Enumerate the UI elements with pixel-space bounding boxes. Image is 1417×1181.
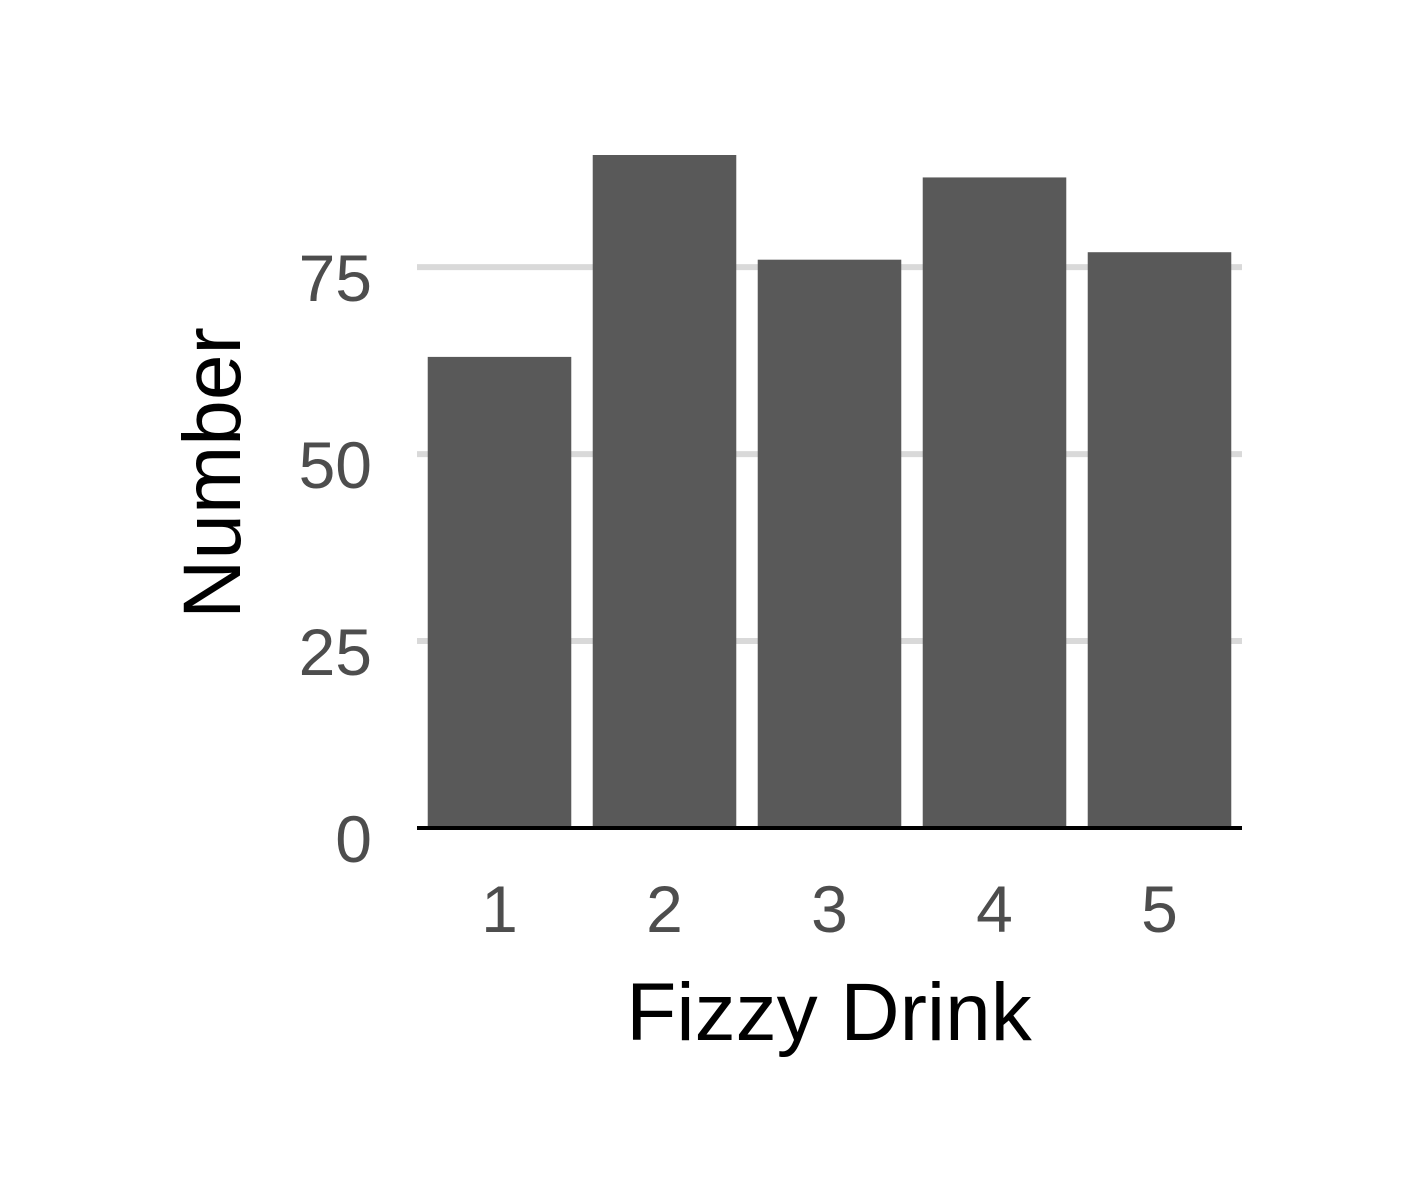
bar-5 bbox=[1087, 252, 1232, 828]
bar-2 bbox=[592, 155, 737, 828]
bar-3 bbox=[757, 259, 902, 828]
x-tick-labels: 1 2 3 4 5 bbox=[481, 872, 1178, 946]
x-tick-label-5: 5 bbox=[1141, 872, 1178, 946]
x-axis-title: Fizzy Drink bbox=[626, 967, 1032, 1058]
x-tick-label-1: 1 bbox=[481, 872, 518, 946]
y-tick-label-50: 50 bbox=[299, 428, 372, 502]
y-tick-label-75: 75 bbox=[299, 241, 372, 315]
x-tick-label-3: 3 bbox=[811, 872, 848, 946]
bar-1 bbox=[427, 356, 572, 828]
x-tick-label-2: 2 bbox=[646, 872, 683, 946]
y-tick-label-0: 0 bbox=[335, 802, 372, 876]
x-tick-label-4: 4 bbox=[976, 872, 1013, 946]
y-tick-label-25: 25 bbox=[299, 615, 372, 689]
bar-4 bbox=[922, 177, 1067, 828]
y-tick-labels: 0 25 50 75 bbox=[299, 241, 372, 876]
bars bbox=[427, 155, 1232, 828]
y-axis-title: Number bbox=[167, 327, 258, 619]
